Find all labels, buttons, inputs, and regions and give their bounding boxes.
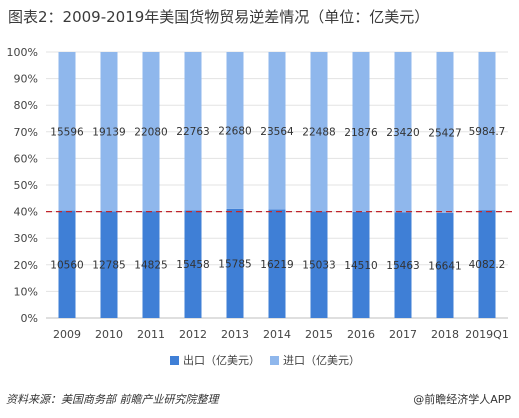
y-tick-label: 70%: [14, 126, 38, 139]
legend: 出口（亿美元） 进口（亿美元）: [170, 353, 360, 367]
y-tick-label: 90%: [14, 73, 38, 86]
bar-export: [100, 211, 118, 318]
bar-import: [58, 52, 76, 211]
x-tick-label: 2015: [305, 328, 333, 341]
bar-import: [436, 52, 454, 213]
bar-import: [394, 52, 412, 213]
data-label-export: 15033: [302, 260, 335, 272]
data-label-import: 19139: [92, 127, 125, 139]
y-tick-label: 30%: [14, 232, 38, 245]
legend-swatch: [270, 356, 279, 365]
bar-import: [184, 52, 202, 211]
x-tick-label: 2014: [263, 328, 291, 341]
x-tick-label: 2016: [347, 328, 375, 341]
x-tick-label: 2011: [137, 328, 165, 341]
brand-credit: @前瞻经济学人APP: [413, 393, 511, 406]
bar-export: [478, 210, 496, 318]
legend-swatch: [170, 356, 179, 365]
data-label-import: 21876: [344, 127, 378, 139]
y-tick-label: 10%: [14, 285, 38, 298]
x-tick-label: 2013: [221, 328, 249, 341]
bar-import: [310, 52, 328, 212]
data-label-import: 22763: [176, 126, 209, 138]
y-tick-label: 20%: [14, 259, 38, 272]
data-label-export: 14825: [134, 260, 167, 272]
bar-import: [478, 52, 496, 211]
data-label-export: 14510: [344, 260, 377, 272]
bar-export: [184, 210, 202, 318]
bar-export: [310, 211, 328, 318]
data-labels: 10560 15596 12785 19139 14825 22080 15458 22763…: [50, 125, 505, 272]
bar-import: [268, 52, 286, 210]
source-note: 资料来源：美国商务部 前瞻产业研究院整理: [6, 393, 219, 406]
data-label-import: 23420: [386, 127, 419, 139]
data-label-import: 5984.7: [469, 126, 506, 138]
x-tick-label: 2010: [95, 328, 123, 341]
data-label-import: 15596: [50, 126, 84, 138]
bar-import: [100, 52, 118, 212]
bar-export: [268, 209, 286, 318]
data-label-import: 22680: [218, 125, 251, 137]
data-label-export: 12785: [92, 260, 125, 272]
data-label-export: 10560: [50, 259, 83, 271]
bar-import: [226, 52, 244, 209]
x-tick-label: 2017: [389, 328, 417, 341]
x-axis: 2009 2010 2011 2012 2013 2014 2015 2016 2017 2018…: [53, 328, 509, 341]
bar-export: [352, 211, 370, 318]
y-tick-label: 100%: [7, 46, 38, 59]
data-label-import: 22488: [302, 127, 335, 139]
x-tick-label: 2012: [179, 328, 207, 341]
data-label-export: 15463: [386, 260, 419, 272]
bar-export: [394, 212, 412, 318]
y-tick-label: 40%: [14, 206, 38, 219]
data-label-export: 4082.2: [469, 259, 506, 271]
data-label-export: 16641: [428, 260, 461, 272]
x-tick-label: 2009: [53, 328, 81, 341]
data-label-export: 16219: [260, 259, 293, 271]
data-label-import: 23564: [260, 126, 294, 138]
y-tick-label: 0%: [21, 312, 38, 325]
x-tick-label: 2018: [431, 328, 459, 341]
legend-label: 出口（亿美元）: [183, 353, 260, 367]
bar-export: [58, 210, 76, 318]
y-axis: 0% 10% 20% 30% 40% 50% 60% 70% 80% 90% 100%: [7, 46, 38, 325]
chart-title: 图表2：2009-2019年美国货物贸易逆差情况（单位：亿美元）: [8, 8, 430, 26]
bar-import: [352, 52, 370, 212]
data-label-import: 22080: [134, 127, 167, 139]
data-label-export: 15785: [218, 258, 251, 270]
x-tick-label: 2019Q1: [465, 328, 509, 341]
y-tick-label: 80%: [14, 99, 38, 112]
data-label-import: 25427: [428, 127, 461, 139]
data-label-export: 15458: [176, 259, 209, 271]
bar-export: [436, 212, 454, 318]
bar-import: [142, 52, 160, 212]
bar-export: [226, 208, 244, 318]
y-tick-label: 50%: [14, 179, 38, 192]
bar-export: [142, 211, 160, 318]
y-tick-label: 60%: [14, 152, 38, 165]
stacked-bar-chart: 0%10%20%30%40%50%60%70%80%90%100% 105601…: [7, 46, 514, 367]
legend-label: 进口（亿美元）: [283, 354, 360, 367]
bars: [58, 52, 496, 318]
